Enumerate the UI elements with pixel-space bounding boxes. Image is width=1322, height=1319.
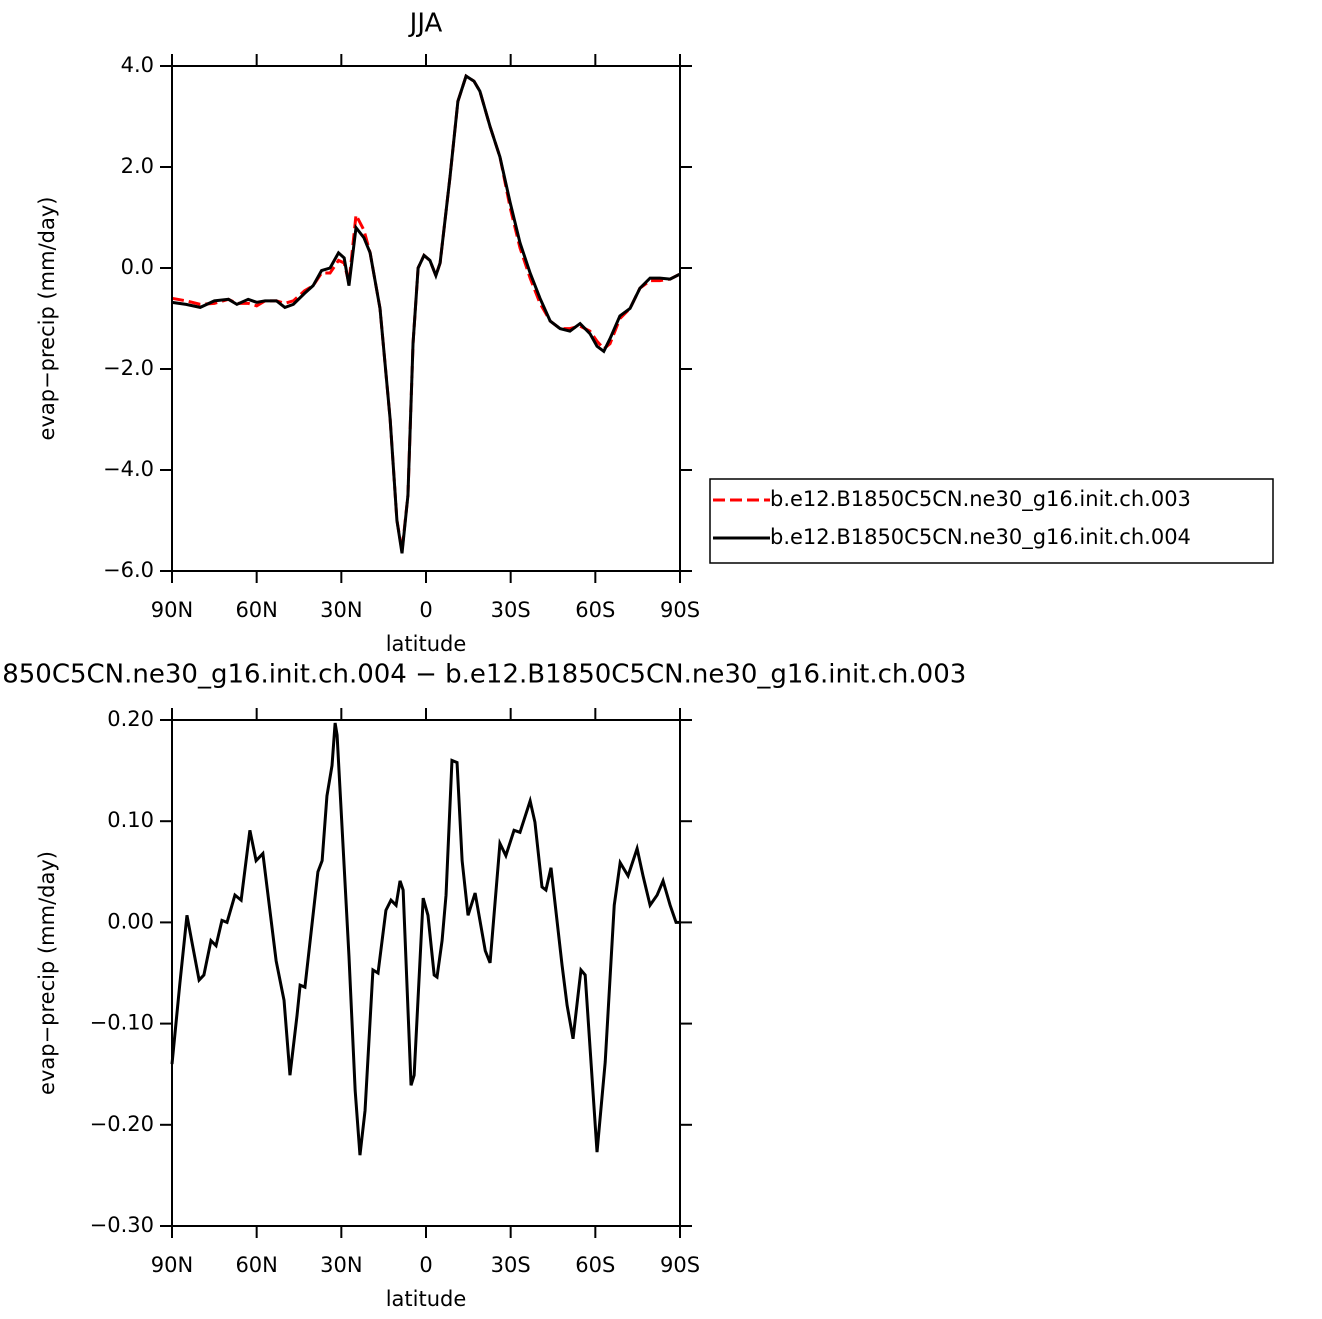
y-tick-label: 0.00 [107,909,154,933]
plot-frame [171,65,681,572]
y-tick-label: −0.30 [90,1213,154,1237]
y-tick-label: 0.0 [121,255,154,279]
y-tick-label: 4.0 [121,53,154,77]
x-tick-label: 60N [235,1253,277,1277]
y-tick-label: 2.0 [121,154,154,178]
x-tick-label: 90S [660,1253,700,1277]
y-tick-label: −0.10 [90,1011,154,1035]
x-tick-label: 30N [320,598,362,622]
x-tick-label: 0 [419,598,432,622]
y-tick-label: 0.20 [107,707,154,731]
data-line [171,73,681,554]
x-tick-label: 30S [491,1253,531,1277]
x-tick-label: 90S [660,598,700,622]
x-tick-label: 90N [151,598,193,622]
x-tick-label: 0 [419,1253,432,1277]
chart-title: b.e12.B1850C5CN.ne30_g16.init.ch.004 − b… [0,660,966,690]
x-tick-label: 60N [235,598,277,622]
y-axis-label: evap−precip (mm/day) [35,851,59,1095]
chart-title: JJA [408,9,443,39]
y-tick-label: −0.20 [90,1112,154,1136]
legend-label: b.e12.B1850C5CN.ne30_g16.init.ch.004 [770,525,1191,550]
x-tick-label: 30N [320,1253,362,1277]
x-tick-label: 30S [491,598,531,622]
y-tick-label: −6.0 [103,558,154,582]
data-line [171,73,681,552]
plot-frame [171,719,681,1227]
y-tick-label: 0.10 [107,808,154,832]
x-axis-label: latitude [386,632,467,656]
x-tick-label: 60S [575,1253,615,1277]
x-tick-label: 90N [151,1253,193,1277]
data-line [170,722,680,1156]
y-tick-label: −2.0 [103,356,154,380]
y-tick-label: −4.0 [103,457,154,481]
y-axis-label: evap−precip (mm/day) [35,197,59,441]
x-tick-label: 60S [575,598,615,622]
x-axis-label: latitude [386,1287,467,1311]
legend-label: b.e12.B1850C5CN.ne30_g16.init.ch.003 [770,487,1191,512]
legend-box [709,478,1274,564]
